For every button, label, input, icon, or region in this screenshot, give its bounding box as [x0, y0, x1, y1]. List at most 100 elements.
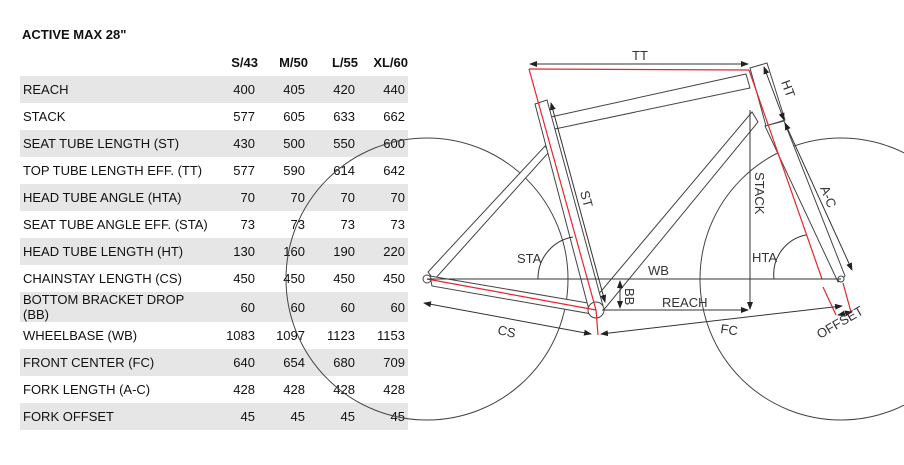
- label-reach: REACH: [662, 295, 708, 310]
- row-label: WHEELBASE (WB): [23, 328, 138, 343]
- row-value: 60: [258, 292, 308, 322]
- row-label: SEAT TUBE LENGTH (ST): [20, 130, 208, 157]
- row-value: 430: [208, 130, 258, 157]
- row-value: 60: [208, 292, 258, 322]
- table-row: CHAINSTAY LENGTH (CS) 450 450 450 450: [20, 265, 408, 292]
- row-value: 600: [358, 130, 408, 157]
- label-sta: STA: [517, 251, 542, 266]
- row-value: 428: [333, 382, 355, 397]
- table-row: HEAD TUBE LENGTH (HT) 130 160 190 220: [20, 238, 408, 265]
- col-header: S/43: [231, 55, 258, 70]
- row-label: FRONT CENTER (FC): [20, 349, 208, 376]
- row-value: 450: [333, 271, 355, 286]
- frame: [422, 62, 846, 319]
- row-value: 70: [308, 184, 358, 211]
- label-tt: TT: [632, 48, 648, 63]
- geometry-table: S/43 M/50 L/55 XL/60 REACH 400 405 420 440 ST…: [20, 49, 408, 430]
- label-cs: CS: [496, 322, 517, 340]
- row-value: 220: [358, 238, 408, 265]
- row-value: 1083: [226, 328, 255, 343]
- table-row: SEAT TUBE LENGTH (ST) 430 500 550 600: [20, 130, 408, 157]
- top-tube: [545, 73, 751, 131]
- dimension-lines: [423, 61, 853, 337]
- header-row: S/43 M/50 L/55 XL/60: [20, 49, 408, 76]
- row-value: 420: [308, 76, 358, 103]
- row-label: HEAD TUBE LENGTH (HT): [20, 238, 208, 265]
- row-value: 709: [358, 349, 408, 376]
- row-label: STACK: [23, 109, 66, 124]
- row-value: 1097: [276, 328, 305, 343]
- row-value: 60: [308, 292, 358, 322]
- label-st: ST: [577, 189, 596, 209]
- table-row: HEAD TUBE ANGLE (HTA) 70 70 70 70: [20, 184, 408, 211]
- row-label: CHAINSTAY LENGTH (CS): [23, 271, 182, 286]
- label-stack: STACK: [752, 172, 767, 215]
- row-value: 400: [208, 76, 258, 103]
- row-value: 160: [258, 238, 308, 265]
- row-value: 1153: [377, 328, 405, 343]
- label-hta: HTA: [752, 250, 777, 265]
- row-value: 550: [308, 130, 358, 157]
- row-value: 45: [258, 403, 308, 430]
- row-value: 450: [383, 271, 405, 286]
- label-fc: FC: [720, 321, 739, 338]
- row-value: 70: [208, 184, 258, 211]
- row-value: 590: [283, 163, 305, 178]
- label-bb: BB: [622, 288, 637, 305]
- row-value: 73: [390, 217, 405, 232]
- table-row: REACH 400 405 420 440: [20, 76, 408, 103]
- row-value: 45: [208, 403, 258, 430]
- row-value: 605: [283, 109, 305, 124]
- row-value: 614: [333, 163, 355, 178]
- row-value: 73: [290, 217, 305, 232]
- row-value: 662: [383, 109, 405, 124]
- row-value: 70: [358, 184, 408, 211]
- col-header: M/50: [279, 55, 308, 70]
- row-value: 633: [333, 109, 355, 124]
- table-row: SEAT TUBE ANGLE EFF. (STA) 73 73 73 73: [20, 211, 408, 238]
- row-value: 577: [233, 109, 255, 124]
- row-value: 642: [383, 163, 405, 178]
- row-label: TOP TUBE LENGTH EFF. (TT): [23, 163, 203, 178]
- table-row: BOTTOM BRACKET DROP (BB) 60 60 60 60: [20, 292, 408, 322]
- table-row: STACK 577 605 633 662: [20, 103, 408, 130]
- row-value: 428: [233, 382, 255, 397]
- row-value: 45: [308, 403, 358, 430]
- row-value: 73: [240, 217, 255, 232]
- row-value: 190: [308, 238, 358, 265]
- row-value: 405: [258, 76, 308, 103]
- row-label: REACH: [20, 76, 208, 103]
- row-value: 130: [208, 238, 258, 265]
- table-row: FRONT CENTER (FC) 640 654 680 709: [20, 349, 408, 376]
- label-ac: A-C: [817, 184, 839, 210]
- row-value: 73: [340, 217, 355, 232]
- col-header: XL/60: [373, 55, 408, 70]
- row-value: 60: [358, 292, 408, 322]
- row-value: 428: [283, 382, 305, 397]
- row-label: SEAT TUBE ANGLE EFF. (STA): [23, 217, 208, 232]
- row-label: FORK LENGTH (A-C): [23, 382, 151, 397]
- label-wb: WB: [648, 263, 669, 278]
- row-value: 70: [258, 184, 308, 211]
- row-value: 680: [308, 349, 358, 376]
- row-value: 45: [358, 403, 408, 430]
- table-row: TOP TUBE LENGTH EFF. (TT) 577 590 614 642: [20, 157, 408, 184]
- table-row: WHEELBASE (WB) 1083 1097 1123 1153: [20, 322, 408, 349]
- table-row: FORK OFFSET 45 45 45 45: [20, 403, 408, 430]
- row-value: 500: [258, 130, 308, 157]
- label-ht: HT: [778, 78, 798, 99]
- row-label: HEAD TUBE ANGLE (HTA): [20, 184, 208, 211]
- row-value: 577: [233, 163, 255, 178]
- row-value: 428: [383, 382, 405, 397]
- table-title: ACTIVE MAX 28": [22, 27, 127, 42]
- row-label: BOTTOM BRACKET DROP (BB): [20, 292, 208, 322]
- down-tube: [591, 111, 759, 313]
- col-header: L/55: [331, 55, 358, 70]
- row-value: 450: [283, 271, 305, 286]
- row-value: 654: [258, 349, 308, 376]
- row-value: 640: [208, 349, 258, 376]
- row-value: 1123: [327, 328, 355, 343]
- table-row: FORK LENGTH (A-C) 428 428 428 428: [20, 376, 408, 403]
- row-label: FORK OFFSET: [20, 403, 208, 430]
